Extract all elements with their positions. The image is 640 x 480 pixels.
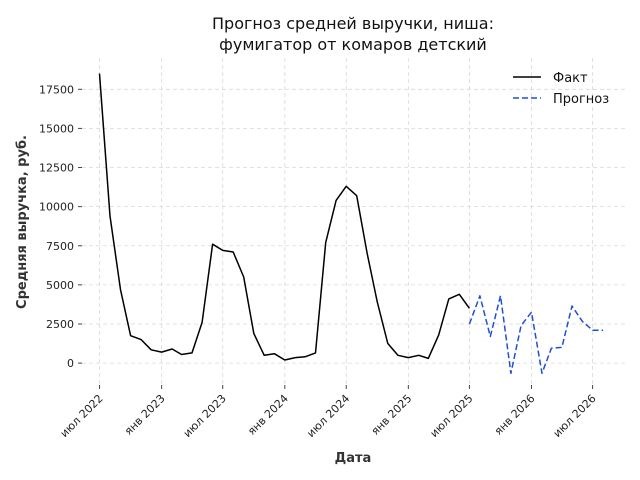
x-tick-label: янв 2025: [369, 392, 415, 438]
x-axis-label: Дата: [335, 451, 372, 466]
legend: Факт Прогноз: [513, 71, 609, 107]
series-lines: [98, 73, 604, 375]
y-tick-label: 17500: [39, 83, 74, 96]
y-axis-label: Средняя выручка, руб.: [15, 135, 30, 309]
y-tick-label: 7500: [46, 240, 74, 253]
x-tick-label: июл 2025: [428, 392, 476, 440]
legend-label-forecast: Прогноз: [553, 92, 609, 107]
y-tick-label: 15000: [39, 122, 74, 135]
chart-title-line-1: Прогноз средней выручки, ниша:: [212, 14, 494, 33]
y-tick-label: 10000: [39, 201, 74, 214]
y-tick-label: 5000: [46, 279, 74, 292]
legend-label-fact: Факт: [553, 71, 588, 86]
chart-title-line-2: фумигатор от комаров детский: [219, 35, 487, 54]
axis-ticks: 0 2500 5000 7500 10000 12500 15000 17500 июл 202…: [39, 83, 599, 440]
x-tick-label: янв 2024: [245, 392, 291, 438]
y-tick-label: 2500: [46, 318, 74, 331]
x-tick-label: янв 2023: [122, 392, 168, 438]
x-tick-label: июл 2023: [181, 392, 229, 440]
x-tick-label: июл 2022: [58, 392, 106, 440]
grid: [82, 58, 625, 385]
series-line-forecast: [468, 295, 604, 375]
x-tick-label: июл 2024: [304, 392, 352, 440]
y-tick-label: 12500: [39, 162, 74, 175]
x-tick-label: июл 2026: [551, 392, 599, 440]
x-tick-label: янв 2026: [492, 392, 538, 438]
y-tick-label: 0: [67, 357, 74, 370]
series-line-fact: [98, 73, 471, 361]
